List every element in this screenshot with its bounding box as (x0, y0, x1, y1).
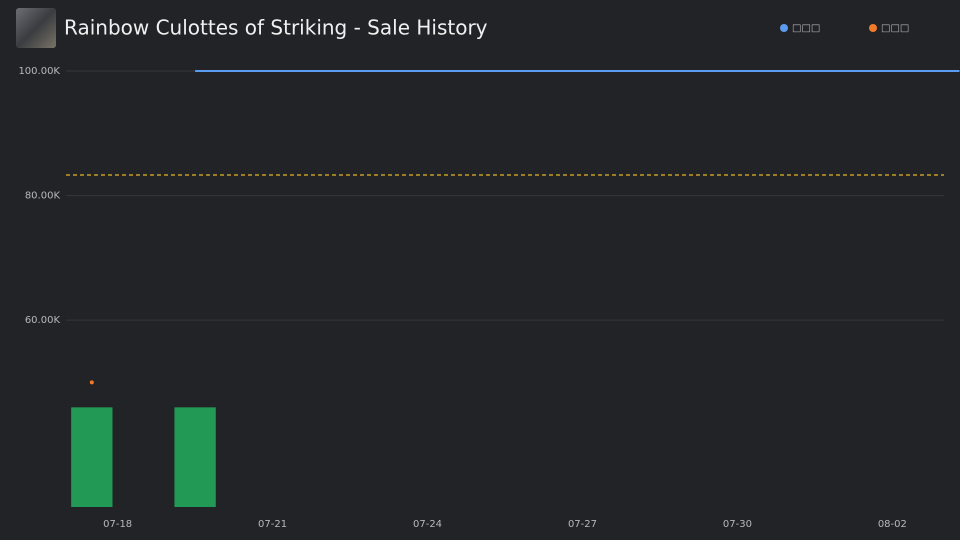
item-icon (16, 8, 56, 48)
x-tick-label: 07-30 (723, 519, 752, 530)
x-tick-label: 07-27 (568, 519, 597, 530)
legend-marker (869, 24, 877, 32)
chart-title: Rainbow Culottes of Striking - Sale Hist… (64, 16, 488, 40)
y-tick-label: 80.00K (25, 191, 61, 202)
x-tick-label: 07-18 (103, 519, 132, 530)
y-tick-label: 60.00K (25, 315, 61, 326)
bar (174, 407, 216, 507)
legend-marker (780, 24, 788, 32)
bar (71, 407, 113, 507)
point (89, 380, 94, 385)
y-tick-label: 100.00K (18, 66, 60, 77)
x-tick-label: 07-21 (258, 519, 287, 530)
x-tick-label: 08-02 (878, 519, 907, 530)
legend-label: □□□ (881, 23, 909, 34)
x-tick-label: 07-24 (413, 519, 442, 530)
legend-label: □□□ (792, 23, 820, 34)
